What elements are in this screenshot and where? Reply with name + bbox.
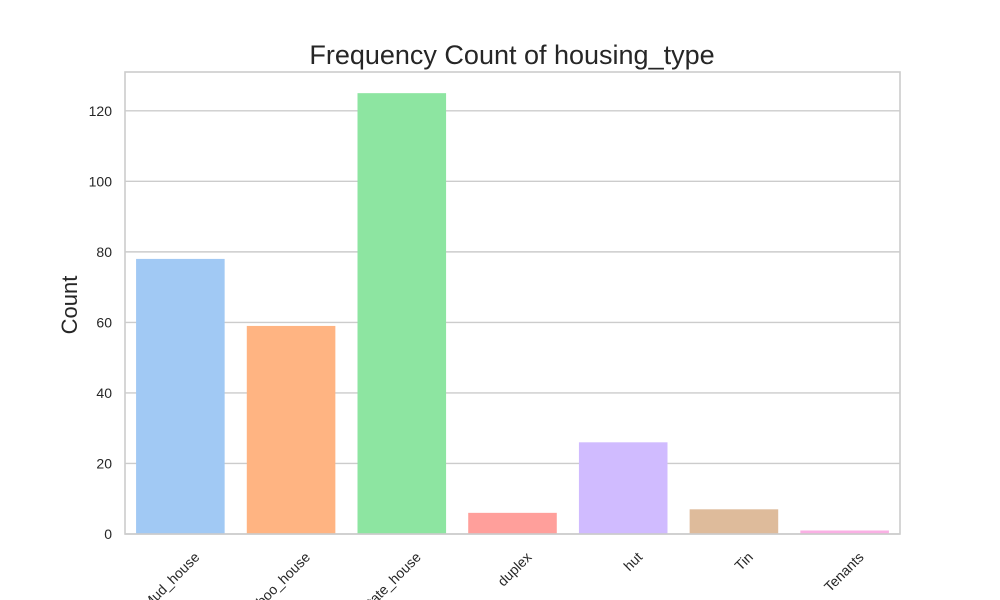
bars <box>136 93 889 534</box>
x-tick-label: Mud_house <box>139 549 202 600</box>
bar-hut <box>578 442 668 534</box>
x-tick-label: duplex <box>494 549 534 589</box>
chart-title: Frequency Count of housing_type <box>309 40 714 70</box>
y-tick-label: 80 <box>96 244 112 260</box>
x-tick-label: hut <box>620 549 645 574</box>
bar-mud-house <box>136 258 225 534</box>
y-tick-label: 0 <box>104 526 112 542</box>
x-tick-labels: Mud_house Bamboo_house Estate_house duplex h… <box>139 549 866 600</box>
gridlines <box>125 110 900 535</box>
x-tick-label: Bamboo_house <box>233 549 314 600</box>
bar-estate-house <box>357 93 447 534</box>
x-tick-label: Tin <box>731 549 756 574</box>
bar-tenants <box>800 530 889 534</box>
x-tick-label: Tenants <box>821 549 867 595</box>
bar-bamboo-house <box>246 325 336 534</box>
y-tick-label: 60 <box>96 314 112 330</box>
y-tick-label: 20 <box>96 455 112 471</box>
plot-frame <box>124 71 901 535</box>
y-tick-label: 40 <box>96 385 112 401</box>
bar-duplex <box>468 512 557 534</box>
y-tick-label: 120 <box>89 103 113 119</box>
y-axis-label: Count <box>57 276 82 335</box>
y-tick-labels: 0 20 40 60 80 100 120 <box>89 103 113 542</box>
bar-tin <box>689 509 779 534</box>
x-tick-label: Estate_house <box>352 549 424 600</box>
y-tick-label: 100 <box>89 173 113 189</box>
